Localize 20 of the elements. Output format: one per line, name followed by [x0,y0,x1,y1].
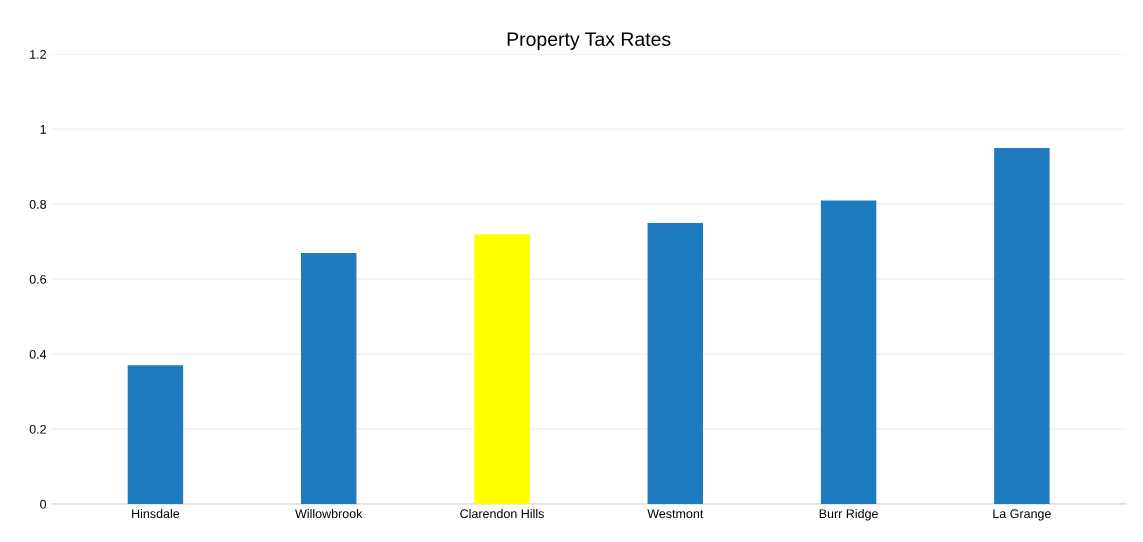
y-tick-label: 0.2 [29,424,46,434]
y-tick-label: 1.2 [30,50,46,59]
y-tick-label: 0 [40,499,47,509]
bar [300,252,357,505]
y-tick-label: 0.8 [29,199,47,209]
x-tick-label: Westmont [647,509,704,519]
bar [647,222,704,505]
x-tick-label: Hinsdale [132,508,180,519]
chart-title: Property Tax Rates [507,32,671,50]
bar [474,234,530,505]
y-tick-label: 0.6 [29,274,47,284]
bar [994,147,1050,505]
x-tick-label: Clarendon Hills [460,508,544,519]
x-tick-label: La Grange [993,509,1051,521]
y-tick-label: 1 [40,125,46,134]
y-tick-label: 0.4 [29,349,47,359]
bar [820,200,877,505]
bar [127,365,184,505]
x-tick-label: Willowbrook [295,508,363,519]
x-tick-label: Burr Ridge [819,508,878,521]
